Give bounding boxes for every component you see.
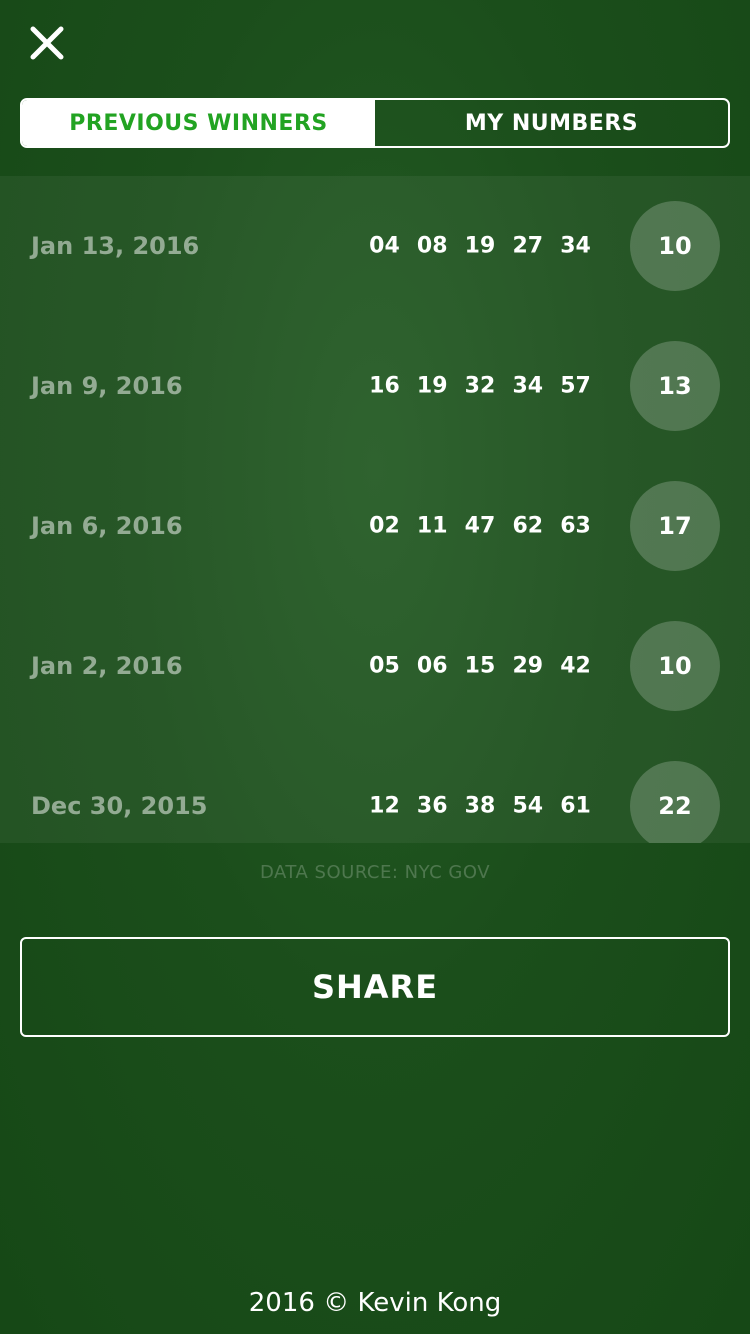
winning-number: 04: [369, 233, 400, 259]
winning-numbers: 16 19 32 34 57: [352, 374, 608, 399]
winning-number: 02: [369, 513, 400, 539]
winning-numbers: 05 06 15 29 42: [352, 654, 608, 679]
tab-my-numbers[interactable]: MY NUMBERS: [464, 110, 639, 136]
draw-date: Jan 9, 2016: [31, 372, 183, 400]
winning-numbers: 02 11 47 62 63: [352, 514, 608, 539]
draw-date: Jan 2, 2016: [31, 652, 183, 680]
mega-ball: 13: [630, 341, 720, 431]
share-button[interactable]: SHARE: [20, 937, 730, 1037]
mega-ball: 22: [630, 761, 720, 843]
results-list[interactable]: Jan 13, 2016 04 08 19 27 34 10 Jan 9, 20…: [0, 176, 750, 843]
winning-number: 57: [560, 373, 591, 399]
winning-number: 08: [416, 233, 448, 259]
mega-ball: 10: [630, 201, 720, 291]
tab-previous-winners[interactable]: PREVIOUS WINNERS: [22, 100, 375, 146]
winning-number: 12: [369, 793, 400, 819]
draw-row: Jan 9, 2016 16 19 32 34 57 13: [0, 316, 750, 456]
winning-number: 15: [464, 653, 496, 679]
mega-ball: 10: [630, 621, 720, 711]
winning-number: 36: [416, 793, 448, 819]
draw-date: Dec 30, 2015: [31, 792, 208, 820]
data-source-note: DATA SOURCE: NYC GOV: [259, 862, 491, 883]
winning-number: 16: [369, 373, 400, 399]
winning-number: 62: [512, 513, 544, 539]
draw-date: Jan 13, 2016: [31, 232, 200, 260]
winning-number: 63: [560, 513, 591, 539]
draw-row: Jan 2, 2016 05 06 15 29 42 10: [0, 596, 750, 736]
winning-number: 05: [369, 653, 400, 679]
winning-number: 29: [512, 653, 544, 679]
draw-row: Jan 6, 2016 02 11 47 62 63 17: [0, 456, 750, 596]
winning-number: 32: [464, 373, 496, 399]
winning-number: 19: [464, 233, 496, 259]
draw-row: Dec 30, 2015 12 36 38 54 61 22: [0, 736, 750, 843]
winning-number: 34: [560, 233, 591, 259]
winning-number: 47: [464, 513, 496, 539]
winning-numbers: 12 36 38 54 61: [352, 794, 608, 819]
tab-switcher: PREVIOUS WINNERS MY NUMBERS: [20, 98, 730, 148]
winning-number: 06: [416, 653, 448, 679]
winning-number: 27: [512, 233, 544, 259]
winning-number: 34: [512, 373, 544, 399]
winning-number: 19: [416, 373, 448, 399]
copyright-footer: 2016 © Kevin Kong: [248, 1288, 502, 1318]
close-icon: [30, 26, 64, 60]
winning-number: 11: [416, 513, 448, 539]
mega-ball: 17: [630, 481, 720, 571]
winning-number: 42: [560, 653, 591, 679]
winning-number: 61: [560, 793, 591, 819]
close-button[interactable]: [24, 20, 70, 66]
draw-row: Jan 13, 2016 04 08 19 27 34 10: [0, 176, 750, 316]
winning-number: 38: [464, 793, 496, 819]
winning-number: 54: [512, 793, 544, 819]
draw-date: Jan 6, 2016: [31, 512, 183, 540]
winning-numbers: 04 08 19 27 34: [352, 234, 608, 259]
